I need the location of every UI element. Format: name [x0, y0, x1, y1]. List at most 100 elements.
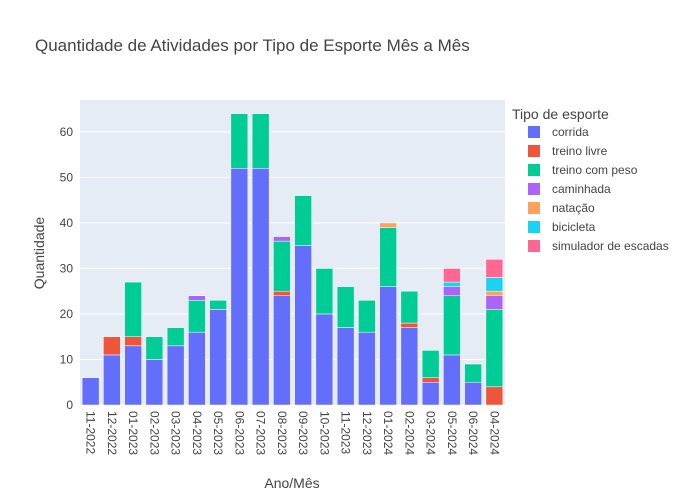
- bar-segment: [379, 286, 397, 406]
- bar-segment: [336, 327, 355, 406]
- legend-title: Tipo de esporte: [512, 106, 609, 122]
- legend-label[interactable]: natação: [552, 201, 595, 215]
- y-tick-label: 10: [60, 352, 74, 366]
- bar-segment: [166, 327, 185, 347]
- legend: Tipo de esporte corrida treino livre trein…: [512, 106, 669, 253]
- bar-segment: [273, 290, 291, 296]
- bar-segment: [443, 268, 461, 283]
- legend-swatch[interactable]: [528, 126, 540, 138]
- x-tick-label: 10-2023: [317, 411, 331, 455]
- x-tick-label: 04-2023: [190, 411, 204, 455]
- y-tick-label: 50: [60, 170, 74, 184]
- x-tick-label: 12-2022: [105, 411, 119, 455]
- bar-segment: [485, 295, 504, 310]
- y-tick-labels: 0 10 20 30 40 50 60: [60, 125, 74, 412]
- bar-segment: [188, 300, 206, 333]
- bar-segment: [379, 222, 397, 228]
- bar-segment: [421, 350, 440, 378]
- bar-segment: [443, 354, 461, 406]
- legend-label[interactable]: treino livre: [552, 144, 608, 158]
- bar-segment: [251, 168, 270, 406]
- bar-segment: [273, 236, 291, 242]
- bar-segment: [379, 227, 397, 287]
- y-tick-label: 0: [66, 398, 73, 412]
- x-tick-label: 02-2023: [147, 411, 161, 455]
- x-tick-label: 11-2022: [84, 411, 98, 454]
- legend-label[interactable]: caminhada: [552, 182, 611, 196]
- bar-segment: [188, 331, 206, 406]
- bar-segment: [358, 331, 376, 406]
- x-tick-label: 08-2023: [275, 411, 289, 455]
- y-tick-label: 20: [60, 307, 74, 321]
- bar-segment: [485, 259, 504, 278]
- bar-segment: [443, 281, 461, 287]
- bar-segment: [400, 322, 419, 328]
- x-tick-label: 07-2023: [254, 411, 268, 455]
- bar-segment: [145, 336, 164, 360]
- bar-segment: [251, 113, 270, 169]
- bar-segment: [485, 290, 504, 296]
- bar-segment: [485, 277, 504, 292]
- x-tick-label: 01-2023: [126, 411, 140, 455]
- legend-swatch[interactable]: [528, 145, 540, 157]
- x-tick-label: 05-2024: [445, 411, 459, 455]
- bar-segment: [400, 327, 419, 406]
- bar-segment: [400, 290, 419, 324]
- bar-segment: [166, 345, 185, 406]
- y-tick-label: 40: [60, 216, 74, 230]
- bar-segment: [464, 363, 482, 383]
- bar-segment: [273, 240, 291, 292]
- x-tick-label: 04-2024: [487, 411, 501, 455]
- x-tick-label: 03-2023: [169, 411, 183, 455]
- bars: [81, 113, 504, 406]
- bar-segment: [188, 295, 206, 301]
- bar-segment: [230, 168, 249, 406]
- y-axis-title: Quantidade: [31, 217, 47, 290]
- x-tick-label: 06-2023: [232, 411, 246, 455]
- legend-label[interactable]: simulador de escadas: [552, 239, 669, 253]
- bar-segment: [209, 309, 227, 406]
- legend-label[interactable]: treino com peso: [552, 163, 638, 177]
- legend-swatch[interactable]: [528, 164, 540, 176]
- y-tick-label: 30: [60, 261, 74, 275]
- legend-label[interactable]: corrida: [552, 125, 589, 139]
- bar-segment: [230, 113, 249, 169]
- x-tick-label: 01-2024: [381, 411, 395, 455]
- bar-segment: [443, 295, 461, 356]
- x-tick-label: 09-2023: [296, 411, 310, 455]
- bar-segment: [315, 313, 334, 406]
- bar-segment: [124, 336, 142, 347]
- bar-segment: [103, 354, 121, 406]
- bar-segment: [358, 300, 376, 333]
- legend-swatch[interactable]: [528, 202, 540, 214]
- bar-segment: [485, 309, 504, 388]
- bar-segment: [485, 386, 504, 406]
- bar-segment: [443, 286, 461, 296]
- chart-title: Quantidade de Atividades por Tipo de Esp…: [35, 36, 470, 55]
- bar-segment: [145, 359, 164, 406]
- x-tick-label: 12-2023: [360, 411, 374, 455]
- bar-segment: [336, 286, 355, 328]
- x-tick-label: 06-2024: [466, 411, 480, 455]
- legend-label[interactable]: bicicleta: [552, 220, 596, 234]
- x-tick-label: 02-2024: [402, 411, 416, 455]
- bar-segment: [421, 377, 440, 383]
- bar-segment: [81, 377, 100, 406]
- bar-segment: [294, 195, 312, 246]
- y-tick-label: 60: [60, 125, 74, 139]
- bar-segment: [315, 268, 334, 315]
- bar-segment: [103, 336, 121, 356]
- bar-segment: [464, 381, 482, 406]
- x-tick-label: 05-2023: [211, 411, 225, 455]
- legend-swatch[interactable]: [528, 240, 540, 252]
- x-tick-label: 03-2024: [424, 411, 438, 455]
- bar-segment: [421, 381, 440, 406]
- bar-segment: [294, 245, 312, 406]
- x-tick-labels: 11-2022 12-2022 01-2023 02-2023 03-2023 04-20…: [84, 411, 502, 455]
- legend-swatch[interactable]: [528, 183, 540, 195]
- bar-segment: [124, 345, 142, 406]
- legend-swatch[interactable]: [528, 221, 540, 233]
- x-tick-label: 11-2023: [339, 411, 353, 454]
